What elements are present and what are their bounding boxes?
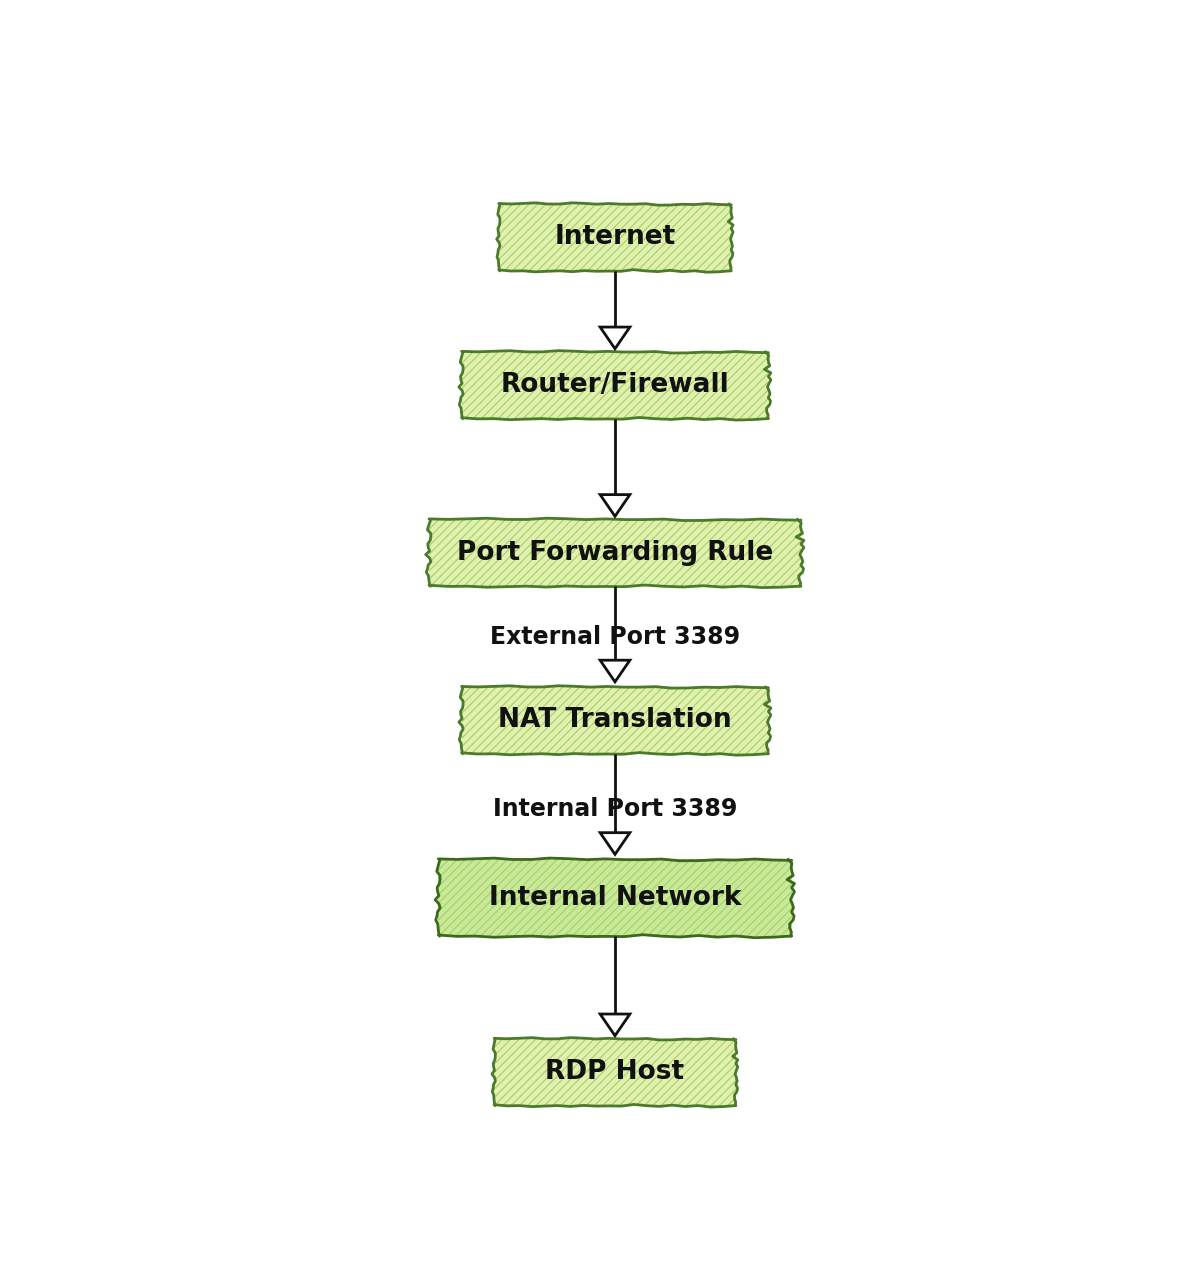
Bar bbox=[499, 204, 731, 271]
Text: Port Forwarding Rule: Port Forwarding Rule bbox=[457, 540, 773, 566]
Bar bbox=[462, 687, 768, 754]
Bar bbox=[462, 687, 768, 754]
Bar bbox=[462, 352, 768, 419]
Text: Internet: Internet bbox=[554, 224, 676, 251]
Bar bbox=[494, 1038, 736, 1106]
Text: External Port 3389: External Port 3389 bbox=[490, 625, 740, 649]
Text: Internal Network: Internal Network bbox=[488, 884, 742, 911]
Bar bbox=[438, 859, 792, 936]
Bar bbox=[462, 352, 768, 419]
Text: Internal Port 3389: Internal Port 3389 bbox=[493, 797, 737, 820]
Text: NAT Translation: NAT Translation bbox=[498, 708, 732, 733]
Bar bbox=[494, 1038, 736, 1106]
Bar bbox=[430, 520, 802, 586]
Bar bbox=[438, 859, 792, 936]
Bar bbox=[430, 520, 802, 586]
Bar bbox=[499, 204, 731, 271]
Text: Router/Firewall: Router/Firewall bbox=[500, 372, 730, 398]
Text: RDP Host: RDP Host bbox=[546, 1059, 684, 1085]
